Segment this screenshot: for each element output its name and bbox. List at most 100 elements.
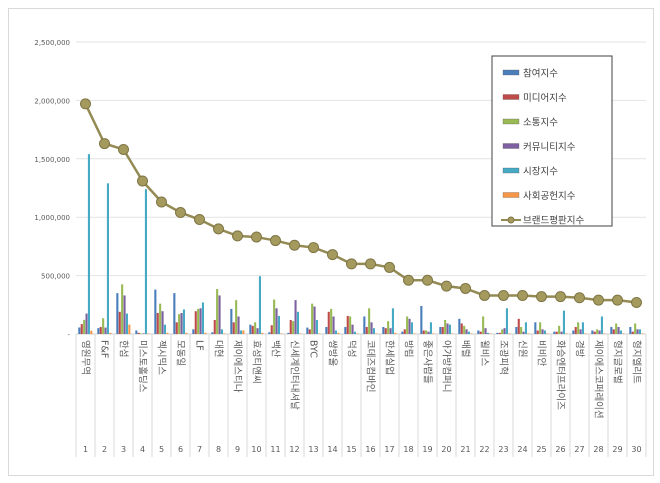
- bar-미디어지수: [479, 331, 482, 334]
- bar-사회공헌지수: [166, 332, 169, 334]
- bar-사회공헌지수: [603, 333, 606, 334]
- line-marker: [194, 214, 205, 226]
- line-marker: [536, 291, 547, 303]
- bar-미디어지수: [137, 332, 140, 334]
- bar-참여지수: [515, 326, 518, 334]
- bar-소통지수: [558, 325, 561, 334]
- bar-시장지수: [182, 309, 185, 334]
- bar-커뮤니티지수: [446, 323, 449, 334]
- line-marker: [232, 230, 243, 242]
- brand-reputation-chart: - 500,000 1,000,000 1,500,000 2,000,000 2,500…: [34, 39, 647, 457]
- category-label: 효성티앤씨: [251, 340, 262, 384]
- category-number: 5: [159, 445, 164, 454]
- bar-소통지수: [102, 318, 105, 334]
- bar-소통지수: [197, 308, 200, 334]
- bar-시장지수: [163, 324, 166, 334]
- y-tick-label: -: [67, 331, 70, 339]
- bar-미디어지수: [498, 332, 501, 334]
- bar-미디어지수: [251, 325, 254, 334]
- bar-커뮤니티지수: [484, 328, 487, 334]
- bar-미디어지수: [327, 311, 330, 334]
- legend-label: 커뮤니티지수: [523, 142, 576, 153]
- bar-커뮤니티지수: [180, 312, 183, 334]
- bar-소통지수: [463, 325, 466, 334]
- bar-커뮤니티지수: [541, 329, 544, 334]
- bar-사회공헌지수: [147, 333, 150, 334]
- bar-소통지수: [406, 316, 409, 334]
- bar-사회공헌지수: [508, 333, 511, 334]
- category-label: 배럴: [460, 340, 471, 357]
- bar-시장지수: [505, 308, 508, 334]
- bar-커뮤니티지수: [503, 328, 506, 334]
- line-marker: [479, 289, 490, 301]
- bar-미디어지수: [346, 315, 349, 334]
- category-number: 14: [327, 445, 337, 454]
- category-label: 조광피혁: [498, 340, 510, 375]
- bar-소통지수: [311, 303, 314, 334]
- legend-label: 시장지수: [523, 167, 558, 178]
- category-number: 2: [102, 445, 107, 454]
- bar-시장지수: [638, 329, 641, 334]
- bar-사회공헌지수: [242, 330, 245, 334]
- category-number: 25: [536, 445, 546, 454]
- bar-사회공헌지수: [527, 333, 530, 334]
- bar-시장지수: [201, 302, 204, 334]
- bar-소통지수: [83, 319, 86, 334]
- bar-소통지수: [178, 314, 181, 334]
- line-marker: [460, 282, 471, 294]
- category-number: 22: [479, 445, 489, 454]
- category-number: 4: [140, 445, 145, 454]
- bar-참여지수: [116, 293, 119, 334]
- bar-커뮤니티지수: [218, 295, 221, 334]
- bar-소통지수: [140, 333, 143, 334]
- bar-미디어지수: [631, 331, 634, 334]
- line-marker: [327, 249, 338, 261]
- category-number: 9: [235, 445, 240, 454]
- bar-시장지수: [353, 331, 356, 334]
- bar-사회공헌지수: [261, 332, 264, 334]
- bar-미디어지수: [232, 322, 235, 334]
- y-tick-label: 2,000,000: [34, 97, 70, 105]
- bar-미디어지수: [555, 331, 558, 334]
- category-number: 29: [612, 445, 622, 454]
- line-marker: [213, 223, 224, 235]
- bar-커뮤니티지수: [256, 328, 259, 334]
- bar-시장지수: [524, 322, 527, 334]
- category-label: 신세계인터내셔날: [289, 340, 301, 410]
- bar-소통지수: [634, 323, 637, 334]
- bar-사회공헌지수: [622, 333, 625, 334]
- bar-사회공헌지수: [280, 333, 283, 334]
- bar-소통지수: [349, 316, 352, 334]
- bar-미디어지수: [175, 322, 178, 334]
- bar-시장지수: [562, 310, 565, 334]
- bar-미디어지수: [403, 329, 406, 334]
- chart-frame: - 500,000 1,000,000 1,500,000 2,000,000 2,500…: [8, 8, 654, 476]
- bar-참여지수: [363, 316, 366, 334]
- bar-커뮤니티지수: [636, 329, 639, 334]
- category-label: 쌍방울: [327, 340, 338, 366]
- bar-시장지수: [220, 329, 223, 334]
- y-tick-label: 1,000,000: [34, 214, 70, 222]
- bar-사회공헌지수: [394, 332, 397, 334]
- bar-소통지수: [444, 319, 447, 334]
- bar-소통지수: [121, 284, 124, 334]
- bar-미디어지수: [213, 319, 216, 334]
- line-marker: [99, 138, 110, 150]
- bar-사회공헌지수: [451, 333, 454, 334]
- bar-참여지수: [401, 331, 404, 334]
- bar-커뮤니티지수: [408, 318, 411, 334]
- bar-사회공헌지수: [90, 330, 93, 334]
- bar-참여지수: [477, 330, 480, 334]
- line-marker: [612, 294, 623, 306]
- bar-커뮤니티지수: [275, 308, 278, 334]
- line-marker: [384, 261, 395, 273]
- bar-사회공헌지수: [489, 333, 492, 334]
- category-number: 3: [121, 445, 126, 454]
- line-marker: [175, 207, 186, 219]
- line-marker: [289, 239, 300, 251]
- line-marker: [156, 196, 167, 208]
- legend-swatch: [502, 118, 520, 125]
- line-marker: [498, 289, 509, 301]
- bar-커뮤니티지수: [598, 330, 601, 334]
